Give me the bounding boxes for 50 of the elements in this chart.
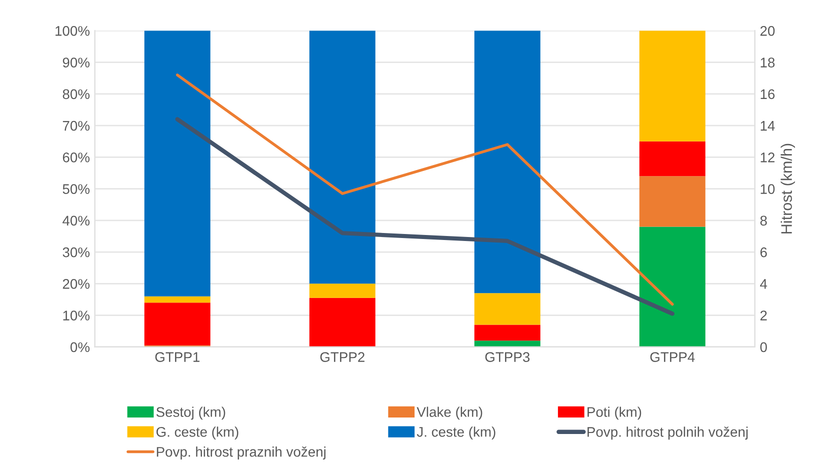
- y2-tick-label: 4: [760, 279, 768, 289]
- bar: [309, 284, 376, 298]
- legend-label: Vlake (km): [416, 406, 482, 420]
- bar: [639, 176, 706, 227]
- legend-label: Sestoj (km): [156, 406, 226, 420]
- y2-tick-label: 0: [760, 342, 767, 352]
- y-tick-label: 80%: [62, 89, 90, 100]
- y-tick-label: 40%: [62, 216, 90, 226]
- y-tick-label: 90%: [62, 58, 90, 68]
- y-tick-label: 30%: [62, 247, 90, 258]
- bar: [474, 324, 540, 341]
- bar: [309, 298, 376, 347]
- y2-tick-label: 2: [760, 310, 767, 320]
- bar: [309, 30, 376, 284]
- y-tick-label: 60%: [62, 152, 90, 162]
- x-tick-label: GTPP1: [155, 352, 200, 362]
- bar: [639, 226, 706, 347]
- bar: [474, 340, 540, 347]
- legend-label: Povp. hitrost polnih voženj: [588, 426, 748, 440]
- legend-label: G. ceste (km): [156, 426, 238, 440]
- y-tick-label: 20%: [62, 279, 90, 289]
- y-tick-label: 50%: [62, 184, 90, 194]
- y-tick-label: 70%: [62, 120, 90, 131]
- bar: [144, 296, 210, 303]
- bar: [639, 141, 706, 176]
- bar: [474, 293, 540, 325]
- y2-tick-label: 20: [760, 26, 775, 36]
- y2-tick-label: 12: [760, 152, 774, 162]
- y2-axis-title: Hitrost (km/h): [780, 144, 795, 234]
- y-tick-label: 0%: [70, 342, 90, 352]
- bar: [144, 302, 210, 346]
- legend-label: Poti (km): [588, 406, 642, 420]
- y2-tick-label: 10: [760, 184, 775, 194]
- bar: [474, 30, 540, 294]
- line-series: [175, 117, 674, 316]
- y-tick-label: 100%: [56, 26, 90, 36]
- line-series: [176, 74, 674, 306]
- y2-tick-label: 16: [760, 89, 775, 100]
- bar: [639, 30, 706, 142]
- y2-tick-label: 6: [760, 247, 767, 258]
- y2-tick-label: 18: [760, 58, 775, 68]
- x-tick-label: GTPP4: [650, 352, 695, 362]
- legend-label: Povp. hitrost praznih voženj: [156, 446, 326, 460]
- y2-tick-label: 14: [760, 121, 775, 131]
- x-tick-label: GTPP2: [320, 352, 364, 362]
- x-tick-label: GTPP3: [485, 352, 530, 362]
- y2-tick-label: 8: [760, 216, 767, 226]
- bar: [144, 30, 210, 296]
- legend-label: J. ceste (km): [416, 426, 496, 440]
- y-tick-label: 10%: [63, 310, 90, 320]
